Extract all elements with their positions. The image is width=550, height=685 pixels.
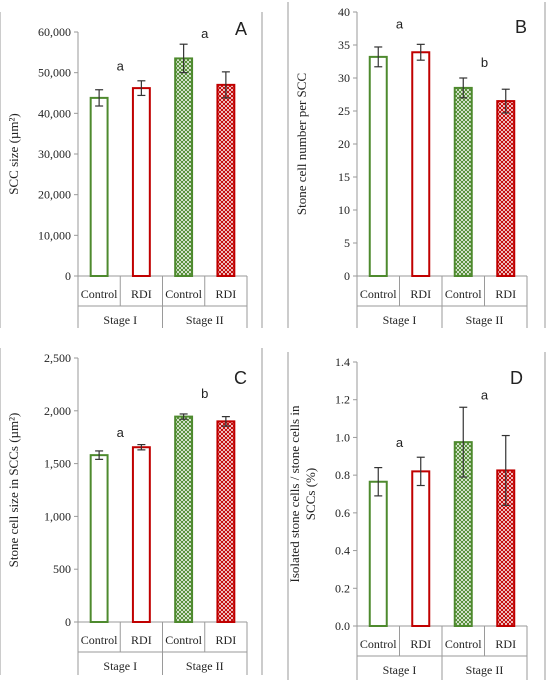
category-label: Control xyxy=(165,633,202,647)
chart-panel-d: 0.0 0.2 0.4 0.6 0.8 1.0 1.2 1.4 Isolated stone c… xyxy=(287,352,546,680)
bar-control-stage-2 xyxy=(174,415,194,623)
y-tick-label: 1.0 xyxy=(335,430,350,444)
y-tick-label: 0.6 xyxy=(335,506,350,520)
bar-control-stage-1 xyxy=(89,96,109,277)
group-label: Stage II xyxy=(466,313,504,327)
bar-control-stage-2 xyxy=(453,86,473,278)
category-label: RDI xyxy=(410,287,431,301)
panel-letter: B xyxy=(515,17,527,37)
y-axis-label-line: Stone cell number per SCC xyxy=(294,73,309,215)
significance-letter: a xyxy=(396,435,404,450)
y-tick-label: 10 xyxy=(338,203,350,217)
y-tick-label: 60,000 xyxy=(38,25,71,39)
category-label: RDI xyxy=(216,633,237,647)
y-tick-label: 25 xyxy=(338,104,350,118)
y-tick-label: 15 xyxy=(338,170,350,184)
y-tick-label: 30 xyxy=(338,71,350,85)
chart-panel-c: 0 500 1,000 1,500 2,000 2,500 Stone cell size … xyxy=(0,348,263,675)
y-axis-label: SCC size (µm²) xyxy=(6,113,21,194)
y-axis-label-line: Stone cell size in SCCs (µm²) xyxy=(6,413,21,568)
group-label: Stage II xyxy=(186,659,224,673)
bar-control-stage-1 xyxy=(368,55,388,277)
category-label: RDI xyxy=(495,637,516,651)
panel-letter: C xyxy=(234,368,247,388)
group-label: Stage I xyxy=(383,663,417,677)
category-label: RDI xyxy=(131,287,152,301)
y-tick-label: 30,000 xyxy=(38,147,71,161)
y-tick-label: 0.2 xyxy=(335,581,350,595)
y-tick-label: 40,000 xyxy=(38,106,71,120)
y-tick-label: 500 xyxy=(53,562,71,576)
significance-letter: a xyxy=(481,388,489,403)
panel-letter: A xyxy=(235,19,247,39)
bar-control-stage-1 xyxy=(368,480,388,627)
y-tick-label: 10,000 xyxy=(38,228,71,242)
significance-letter: b xyxy=(481,55,488,70)
bar-rdi-stage-1 xyxy=(411,470,431,627)
group-label: Stage I xyxy=(103,659,137,673)
category-label: Control xyxy=(445,287,482,301)
y-tick-label: 2,000 xyxy=(44,404,71,418)
category-label: RDI xyxy=(410,637,431,651)
y-tick-label: 1,500 xyxy=(44,457,71,471)
y-tick-label: 0.0 xyxy=(335,619,350,633)
y-tick-label: 0 xyxy=(65,615,71,629)
bar-rdi-stage-2 xyxy=(496,100,516,277)
bar-rdi-stage-1 xyxy=(131,446,151,623)
category-label: Control xyxy=(165,287,202,301)
chart-panel-b: 0 5 10 15 20 25 30 35 40 Stone cell number per SC… xyxy=(287,2,546,328)
significance-letter: a xyxy=(117,425,125,440)
group-label: Stage II xyxy=(186,313,224,327)
bar-rdi-stage-2 xyxy=(216,83,236,277)
y-axis-label-line: SCC size (µm²) xyxy=(6,113,21,194)
significance-letter: a xyxy=(396,17,404,32)
group-label: Stage I xyxy=(383,313,417,327)
y-axis-label-line: Isolated stone cells / stone cells in xyxy=(287,405,302,582)
category-label: Control xyxy=(360,637,397,651)
bar-control-stage-1 xyxy=(89,454,109,624)
group-label: Stage II xyxy=(466,663,504,677)
y-tick-label: 5 xyxy=(344,236,350,250)
chart-panel-a: 0 10,000 20,000 30,000 40,000 50,000 60,000 SCC… xyxy=(0,12,263,328)
bar-rdi-stage-1 xyxy=(411,51,431,278)
y-tick-label: 0.8 xyxy=(335,468,350,482)
y-axis-label: Stone cell number per SCC xyxy=(294,73,309,215)
y-tick-label: 35 xyxy=(338,38,350,52)
significance-letter: b xyxy=(201,386,208,401)
y-tick-label: 40 xyxy=(338,5,350,19)
group-label: Stage I xyxy=(103,313,137,327)
bar-rdi-stage-1 xyxy=(131,87,151,278)
category-label: RDI xyxy=(131,633,152,647)
category-label: RDI xyxy=(495,287,516,301)
y-tick-label: 1,000 xyxy=(44,509,71,523)
y-tick-label: 0.4 xyxy=(335,544,350,558)
y-tick-label: 0 xyxy=(65,269,71,283)
category-label: Control xyxy=(81,633,118,647)
significance-letter: a xyxy=(117,59,125,74)
y-tick-label: 20,000 xyxy=(38,188,71,202)
significance-letter: a xyxy=(201,26,209,41)
category-label: Control xyxy=(445,637,482,651)
y-axis-label: Stone cell size in SCCs (µm²) xyxy=(6,413,21,568)
bar-control-stage-2 xyxy=(174,57,194,277)
y-axis-label: Isolated stone cells / stone cells inSCC… xyxy=(287,405,318,582)
panel-letter: D xyxy=(510,368,523,388)
y-tick-label: 20 xyxy=(338,137,350,151)
y-axis-label-line: SCCs (%) xyxy=(303,468,318,520)
category-label: Control xyxy=(81,287,118,301)
y-tick-label: 2,500 xyxy=(44,351,71,365)
y-tick-label: 1.4 xyxy=(335,355,350,369)
y-tick-label: 50,000 xyxy=(38,66,71,80)
y-tick-label: 0 xyxy=(344,269,350,283)
category-label: Control xyxy=(360,287,397,301)
y-tick-label: 1.2 xyxy=(335,393,350,407)
category-label: RDI xyxy=(216,287,237,301)
bar-rdi-stage-2 xyxy=(216,420,236,623)
